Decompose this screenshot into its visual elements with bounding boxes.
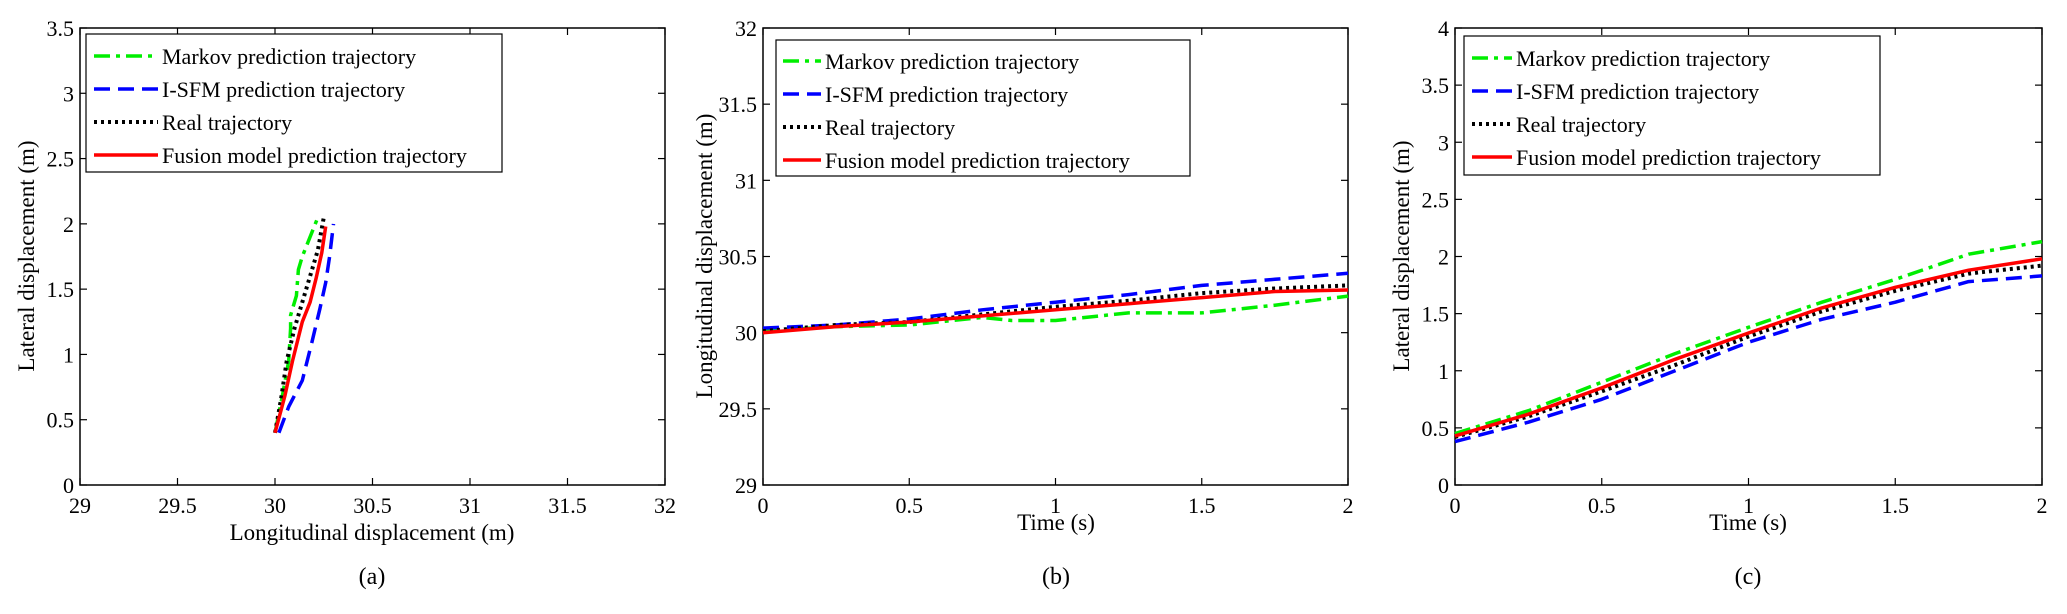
chart-a-ytick-label: 2.5 — [47, 147, 75, 172]
chart-a-xtick-label: 30 — [264, 493, 286, 518]
chart-c: 0 0.5 1 1.5 2 0 0.5 1 1.5 2 2.5 3 3.5 4 Markov predic… — [1389, 16, 2048, 590]
chart-b-ytick-label: 30.5 — [719, 245, 758, 270]
chart-c-ytick-label: 0.5 — [1422, 416, 1450, 441]
chart-c-series-markov — [1454, 239, 2043, 436]
chart-a-ylabel: Lateral displacement (m) — [14, 140, 39, 371]
chart-c-legend: Markov prediction trajectory I-SFM predi… — [1463, 35, 1881, 176]
chart-b-legend-label-real: Real trajectory — [825, 115, 955, 140]
chart-b-xtick-label: 0.5 — [896, 493, 924, 518]
chart-a-legend-label-real: Real trajectory — [162, 110, 292, 135]
chart-a-ytick-label: 3.5 — [47, 16, 75, 41]
chart-b-ticks: 0 0.5 1 1.5 2 29 29.5 30 30.5 31 31.5 32 — [719, 16, 1354, 518]
chart-c-ytick-label: 2 — [1438, 245, 1449, 270]
chart-c-series — [1454, 239, 2043, 444]
chart-c-ylabel: Lateral displacement (m) — [1389, 140, 1414, 371]
chart-b-legend-label-fusion: Fusion model prediction trajectory — [825, 148, 1130, 173]
chart-c-series-isfm — [1454, 274, 2043, 444]
chart-b-legend-label-isfm: I-SFM prediction trajectory — [825, 82, 1068, 107]
chart-b-xtick-label: 1.5 — [1188, 493, 1216, 518]
chart-c-ytick-label: 2.5 — [1422, 187, 1450, 212]
chart-a-series — [273, 216, 336, 434]
chart-b-ytick-label: 29 — [735, 473, 757, 498]
chart-b-ytick-label: 30 — [735, 321, 757, 346]
chart-c-series-fusion — [1454, 257, 2043, 438]
chart-c-ytick-label: 1.5 — [1422, 302, 1450, 327]
chart-b-ytick-label: 31 — [735, 168, 757, 193]
chart-b-xtick-label: 2 — [1343, 493, 1354, 518]
chart-c-ytick-label: 0 — [1438, 473, 1449, 498]
chart-a-xtick-label: 31.5 — [548, 493, 587, 518]
chart-c-legend-label-real: Real trajectory — [1516, 112, 1646, 137]
chart-a-ytick-label: 1 — [63, 342, 74, 367]
chart-a-ytick-label: 1.5 — [47, 277, 75, 302]
chart-b-ylabel: Longitudinal displacement (m) — [692, 114, 717, 399]
chart-c-legend-label-isfm: I-SFM prediction trajectory — [1516, 79, 1759, 104]
chart-a-xtick-label: 29.5 — [158, 493, 197, 518]
chart-a-caption: (a) — [359, 564, 386, 590]
chart-b-ytick-label: 32 — [735, 16, 757, 41]
chart-b-legend-box — [775, 39, 1191, 177]
chart-c-legend-label-fusion: Fusion model prediction trajectory — [1516, 145, 1821, 170]
chart-a-xtick-label: 32 — [654, 493, 676, 518]
chart-a-legend-label-fusion: Fusion model prediction trajectory — [162, 143, 467, 168]
chart-c-ytick-label: 4 — [1438, 16, 1449, 41]
chart-b-xtick-label: 0 — [758, 493, 769, 518]
chart-a-series-fusion — [273, 226, 328, 434]
chart-a-ticks: 29 29.5 30 30.5 31 31.5 32 0 0.5 1 1.5 2 2.5 3 3.5 — [47, 16, 677, 518]
chart-c-xtick-label: 2 — [2037, 493, 2048, 518]
chart-b-xlabel: Time (s) — [1017, 510, 1095, 535]
chart-b-series-fusion — [762, 288, 1349, 335]
chart-c-xtick-label: 0.5 — [1588, 493, 1616, 518]
chart-a-legend-label-isfm: I-SFM prediction trajectory — [162, 77, 405, 102]
chart-b-xtick-label: 1 — [1050, 493, 1061, 518]
chart-c-xtick-label: 1.5 — [1882, 493, 1910, 518]
chart-a-series-real — [273, 216, 326, 434]
chart-a-ytick-label: 0 — [63, 473, 74, 498]
chart-c-ytick-label: 3.5 — [1422, 73, 1450, 98]
chart-a-xtick-label: 30.5 — [353, 493, 392, 518]
chart-a-legend-label-markov: Markov prediction trajectory — [162, 44, 416, 69]
chart-a-xlabel: Longitudinal displacement (m) — [230, 520, 515, 545]
chart-b: 0 0.5 1 1.5 2 29 29.5 30 30.5 31 31.5 32 Markov pre… — [692, 16, 1354, 590]
chart-c-ytick-label: 3 — [1438, 130, 1449, 155]
chart-c-ticks: 0 0.5 1 1.5 2 0 0.5 1 1.5 2 2.5 3 3.5 4 — [1422, 16, 2048, 518]
chart-b-series — [762, 271, 1349, 335]
chart-c-legend-label-markov: Markov prediction trajectory — [1516, 46, 1770, 71]
chart-a-ytick-label: 2 — [63, 212, 74, 237]
chart-b-ytick-label: 31.5 — [719, 92, 758, 117]
chart-c-series-real — [1454, 263, 2043, 439]
chart-a-ytick-label: 3 — [63, 81, 74, 106]
chart-a-xtick-label: 29 — [69, 493, 91, 518]
chart-c-ytick-label: 1 — [1438, 359, 1449, 384]
chart-c-legend-box — [1463, 35, 1881, 176]
chart-c-xlabel: Time (s) — [1709, 510, 1787, 535]
chart-b-legend-label-markov: Markov prediction trajectory — [825, 49, 1079, 74]
chart-b-legend: Markov prediction trajectory I-SFM predi… — [775, 39, 1191, 177]
chart-c-caption: (c) — [1735, 564, 1762, 590]
chart-a-xtick-label: 31 — [459, 493, 481, 518]
chart-b-caption: (b) — [1042, 564, 1070, 590]
chart-b-ytick-label: 29.5 — [719, 397, 758, 422]
chart-a-legend-box — [85, 33, 503, 173]
chart-c-xtick-label: 1 — [1743, 493, 1754, 518]
chart-b-series-isfm — [762, 271, 1349, 330]
chart-a-legend: Markov prediction trajectory I-SFM predi… — [85, 33, 503, 173]
chart-a-ytick-label: 0.5 — [47, 408, 75, 433]
chart-a: 29 29.5 30 30.5 31 31.5 32 0 0.5 1 1.5 2 2.5 3 3.5 Mar… — [14, 16, 676, 590]
chart-a-series-isfm — [277, 223, 336, 434]
chart-c-xtick-label: 0 — [1450, 493, 1461, 518]
